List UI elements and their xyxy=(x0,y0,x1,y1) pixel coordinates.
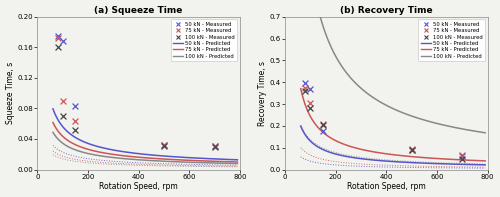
Point xyxy=(319,123,327,126)
Point xyxy=(458,158,466,161)
Legend: 50 kN - Measured, 75 kN - Measured, 100 kN - Measured, 50 kN - Predicted, 75 kN : 50 kN - Measured, 75 kN - Measured, 100 … xyxy=(418,19,485,61)
Title: (b) Recovery Time: (b) Recovery Time xyxy=(340,6,432,15)
Point xyxy=(210,144,218,147)
Point xyxy=(302,86,310,89)
Point xyxy=(72,128,80,131)
Point xyxy=(160,143,168,147)
Point xyxy=(58,114,66,118)
Point xyxy=(458,154,466,157)
Point xyxy=(408,148,416,151)
X-axis label: Rotation Speed, rpm: Rotation Speed, rpm xyxy=(99,182,178,191)
Point xyxy=(72,105,80,108)
X-axis label: Rotation Speed, rpm: Rotation Speed, rpm xyxy=(347,182,426,191)
Point xyxy=(72,120,80,123)
Point xyxy=(54,45,62,48)
Point xyxy=(58,40,66,43)
Y-axis label: Squeeze Time, s: Squeeze Time, s xyxy=(6,62,15,124)
Point xyxy=(160,143,168,147)
Point xyxy=(302,82,310,85)
Point xyxy=(58,99,66,102)
Point xyxy=(54,36,62,40)
Legend: 50 kN - Measured, 75 kN - Measured, 100 kN - Measured, 50 kN - Predicted, 75 kN : 50 kN - Measured, 75 kN - Measured, 100 … xyxy=(170,19,237,61)
Y-axis label: Recovery Time, s: Recovery Time, s xyxy=(258,61,267,126)
Point xyxy=(319,123,327,126)
Point xyxy=(306,107,314,110)
Point xyxy=(210,146,218,149)
Point xyxy=(54,34,62,37)
Point xyxy=(458,154,466,157)
Point xyxy=(160,144,168,147)
Point xyxy=(210,144,218,147)
Point xyxy=(408,148,416,151)
Point xyxy=(302,89,310,93)
Point xyxy=(408,148,416,151)
Point xyxy=(306,87,314,90)
Title: (a) Squeeze Time: (a) Squeeze Time xyxy=(94,6,183,15)
Point xyxy=(319,129,327,132)
Point xyxy=(306,101,314,105)
